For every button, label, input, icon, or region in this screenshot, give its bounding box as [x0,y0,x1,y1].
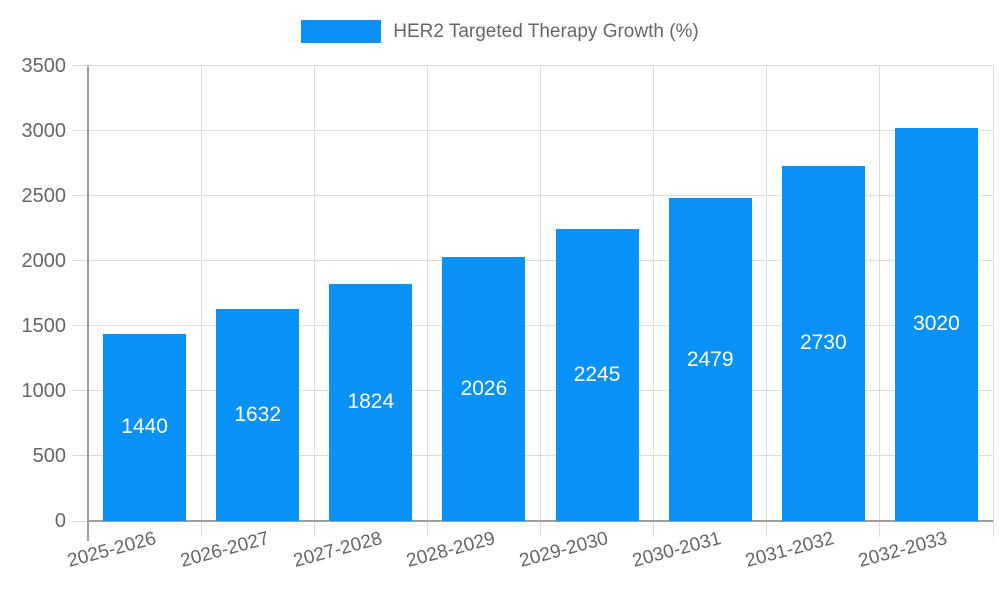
legend-label: HER2 Targeted Therapy Growth (%) [393,20,699,42]
bar-value-label: 2479 [686,347,734,371]
bar-value-label: 3020 [913,312,960,336]
bar[interactable]: 1632 [216,308,300,521]
bar-value-label: 1440 [121,415,168,439]
y-gridline [72,195,993,197]
y-tick-label: 500 [32,444,66,467]
legend[interactable]: HER2 Targeted Therapy Growth (%) [0,20,1000,43]
bar[interactable]: 1440 [103,333,187,521]
bar[interactable]: 2730 [781,165,865,521]
y-tick-label: 1500 [21,314,67,337]
bar-value-label: 1632 [234,402,282,426]
y-gridline [72,455,993,457]
x-gridline [766,65,768,537]
bar[interactable]: 3020 [894,127,978,521]
x-gridline [200,65,202,537]
y-gridline [72,130,993,132]
y-tick-label: 2500 [21,184,67,207]
bar-value-label: 2245 [573,362,621,386]
bar[interactable]: 2479 [668,198,752,521]
x-gridline [540,65,541,537]
x-axis-line [88,520,993,522]
bar[interactable]: 2026 [442,257,526,521]
bar-value-label: 1824 [347,390,395,414]
bar[interactable]: 2245 [555,228,639,521]
y-tick-label: 3500 [21,54,67,77]
y-gridline [72,390,993,392]
x-gridline [653,65,655,537]
x-gridline [426,65,428,537]
y-axis-line [87,65,89,541]
y-gridline [72,260,993,262]
y-gridline [72,325,993,327]
x-gridline [313,65,315,537]
y-tick-label: 1000 [21,379,67,402]
bar-value-label: 2730 [799,331,847,355]
x-gridline [992,65,994,537]
y-tick-label: 2000 [21,249,67,272]
legend-swatch [301,20,382,43]
bar[interactable]: 1824 [329,283,413,521]
y-tick-label: 3000 [21,119,67,142]
y-gridline [72,65,993,66]
y-tick-label: 0 [54,510,66,532]
x-gridline [879,65,881,537]
bar-value-label: 2026 [460,377,508,401]
